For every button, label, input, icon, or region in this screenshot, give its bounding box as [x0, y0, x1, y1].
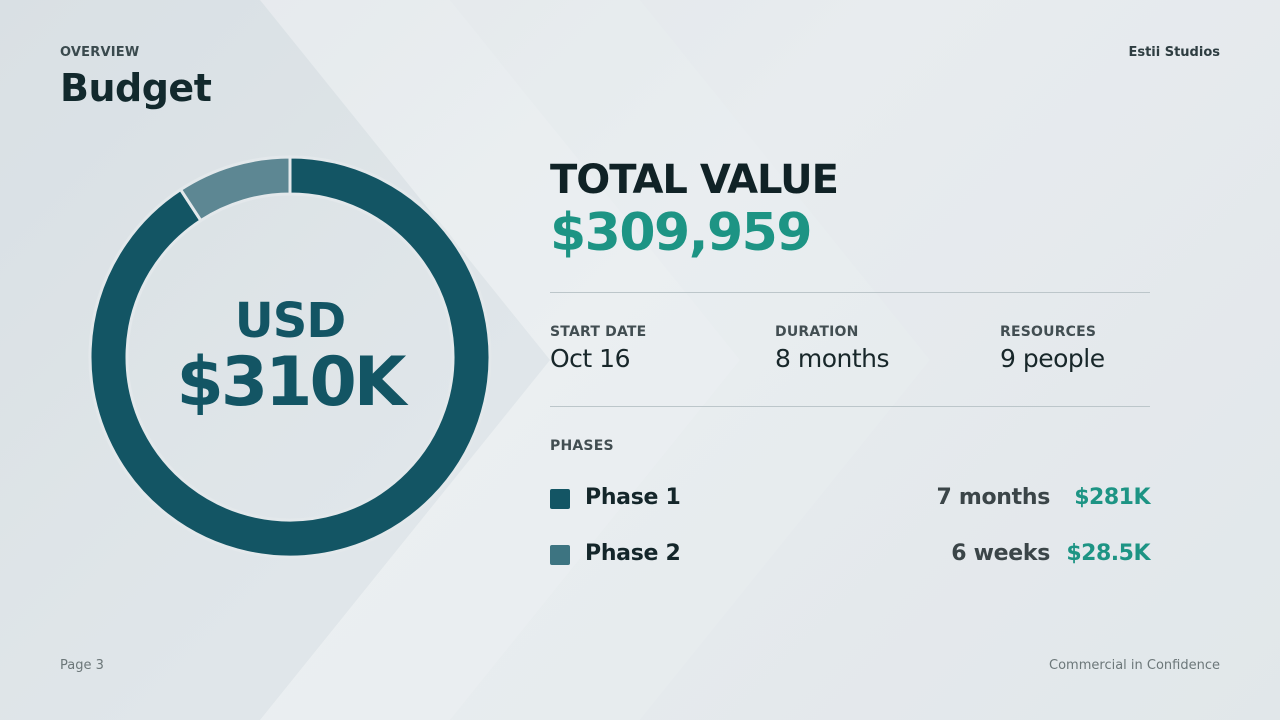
- stat-resources: RESOURCES 9 people: [1000, 324, 1105, 373]
- brand-name: Estii Studios: [1128, 45, 1220, 60]
- divider-top: [550, 292, 1150, 293]
- phase-name: Phase 2: [585, 541, 681, 566]
- stat-label: START DATE: [550, 324, 647, 340]
- total-value: $309,959: [550, 203, 813, 263]
- phase-amount: $28.5K: [1066, 541, 1150, 566]
- stat-label: RESOURCES: [1000, 324, 1097, 340]
- stat-value: Oct 16: [550, 344, 630, 373]
- page-number: Page 3: [60, 658, 104, 673]
- stat-value: 9 people: [1000, 344, 1105, 373]
- budget-donut-chart: [88, 155, 492, 559]
- stat-label: DURATION: [775, 324, 859, 340]
- donut-total: $310K: [176, 343, 407, 422]
- page-title: Budget: [60, 66, 212, 110]
- section-eyebrow: OVERVIEW: [60, 45, 140, 60]
- phases-label: PHASES: [550, 438, 614, 454]
- stat-value: 8 months: [775, 344, 890, 373]
- total-value-label: TOTAL VALUE: [550, 157, 839, 203]
- phase-amount: $281K: [1074, 485, 1150, 510]
- divider-bottom: [550, 406, 1150, 407]
- phase-row-2: Phase 2 6 weeks $28.5K: [550, 541, 1150, 571]
- phase-1-swatch: [550, 489, 570, 509]
- stat-duration: DURATION 8 months: [775, 324, 890, 373]
- stat-start-date: START DATE Oct 16: [550, 324, 646, 373]
- donut-currency: USD: [234, 293, 346, 349]
- phase-duration: 6 weeks: [951, 541, 1050, 566]
- donut-center-label: USD $310K: [90, 157, 490, 557]
- phase-duration: 7 months: [936, 485, 1050, 510]
- phase-name: Phase 1: [585, 485, 681, 510]
- donut-slice-2: [178, 155, 292, 223]
- phase-2-swatch: [550, 545, 570, 565]
- phase-row-1: Phase 1 7 months $281K: [550, 485, 1150, 515]
- confidentiality-note: Commercial in Confidence: [1049, 658, 1220, 673]
- donut-slice-1: [88, 155, 492, 559]
